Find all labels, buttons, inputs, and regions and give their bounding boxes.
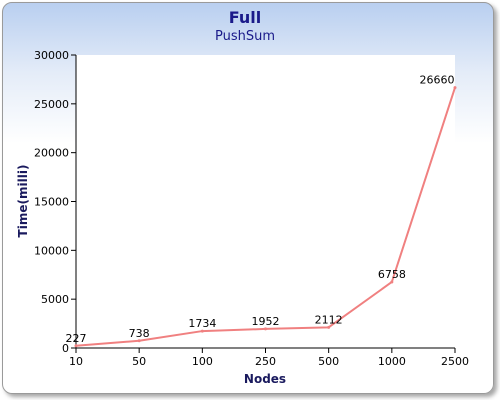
data-point: [453, 86, 457, 90]
x-tick-label: 10: [69, 355, 83, 368]
x-tick-label: 2500: [441, 355, 469, 368]
chart-title: Full: [229, 8, 262, 27]
data-label: 1952: [252, 315, 280, 328]
data-label: 1734: [188, 317, 216, 330]
y-tick-label: 5000: [41, 293, 69, 306]
x-tick-label: 500: [318, 355, 339, 368]
x-axis-label: Nodes: [244, 372, 286, 386]
x-tick-label: 1000: [378, 355, 406, 368]
data-point: [264, 327, 267, 331]
y-tick-label: 30000: [34, 49, 69, 62]
data-point: [390, 280, 394, 284]
data-label: 26660: [420, 74, 455, 87]
data-label: 6758: [378, 268, 406, 281]
y-tick-label: 0: [62, 342, 69, 355]
data-point: [327, 325, 331, 329]
data-label: 227: [66, 332, 87, 345]
x-tick-label: 50: [132, 355, 146, 368]
data-point: [74, 344, 78, 348]
x-tick-label: 100: [192, 355, 213, 368]
x-tick-label: 250: [255, 355, 276, 368]
data-point: [137, 339, 141, 343]
y-tick-label: 10000: [34, 244, 69, 257]
y-tick-label: 25000: [34, 98, 69, 111]
y-axis-label: Time(milli): [16, 165, 30, 238]
plot-area: [76, 55, 455, 348]
data-point: [200, 329, 204, 333]
y-tick-label: 20000: [34, 147, 69, 160]
data-label: 2112: [315, 313, 343, 326]
chart-subtitle: PushSum: [215, 29, 275, 44]
y-tick-label: 15000: [34, 196, 69, 209]
data-label: 738: [129, 327, 150, 340]
